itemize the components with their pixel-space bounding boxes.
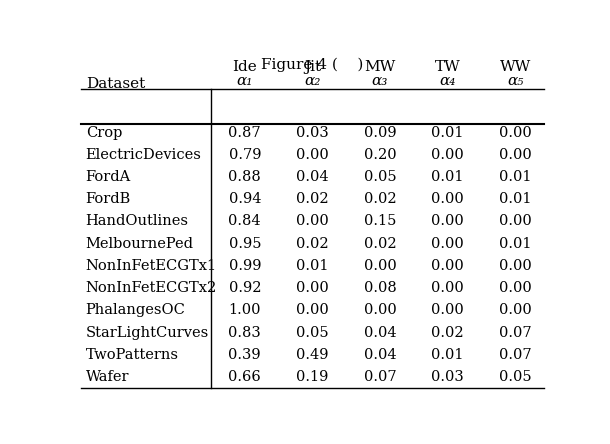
- Text: StarLightCurves: StarLightCurves: [85, 325, 209, 340]
- Text: 0.94: 0.94: [229, 192, 261, 206]
- Text: 0.00: 0.00: [499, 148, 531, 162]
- Text: 0.00: 0.00: [296, 281, 329, 295]
- Text: Dataset: Dataset: [85, 77, 145, 91]
- Text: 0.05: 0.05: [364, 170, 396, 184]
- Text: 0.00: 0.00: [364, 303, 396, 317]
- Text: 0.07: 0.07: [364, 370, 396, 384]
- Text: 0.20: 0.20: [364, 148, 396, 162]
- Text: 0.01: 0.01: [431, 126, 464, 139]
- Text: 0.49: 0.49: [296, 348, 329, 362]
- Text: 0.01: 0.01: [431, 170, 464, 184]
- Text: TwoPatterns: TwoPatterns: [85, 348, 179, 362]
- Text: 0.02: 0.02: [431, 325, 464, 340]
- Text: 0.08: 0.08: [364, 281, 396, 295]
- Text: 0.00: 0.00: [431, 281, 464, 295]
- Text: 0.19: 0.19: [296, 370, 329, 384]
- Text: 0.00: 0.00: [431, 237, 464, 251]
- Text: 0.04: 0.04: [364, 348, 396, 362]
- Text: Jit: Jit: [304, 60, 321, 74]
- Text: FordA: FordA: [85, 170, 131, 184]
- Text: Wafer: Wafer: [85, 370, 129, 384]
- Text: 0.00: 0.00: [499, 214, 531, 229]
- Text: 0.84: 0.84: [229, 214, 261, 229]
- Text: 0.03: 0.03: [431, 370, 464, 384]
- Text: NonInFetECGTx2: NonInFetECGTx2: [85, 281, 217, 295]
- Text: 1.00: 1.00: [229, 303, 261, 317]
- Text: 0.79: 0.79: [229, 148, 261, 162]
- Text: 0.02: 0.02: [364, 192, 396, 206]
- Text: α₁: α₁: [237, 74, 253, 88]
- Text: 0.00: 0.00: [431, 214, 464, 229]
- Text: α₂: α₂: [304, 74, 321, 88]
- Text: α₄: α₄: [439, 74, 456, 88]
- Text: 0.07: 0.07: [499, 325, 531, 340]
- Text: 0.00: 0.00: [499, 259, 531, 273]
- Text: 0.00: 0.00: [431, 148, 464, 162]
- Text: 0.02: 0.02: [364, 237, 396, 251]
- Text: MelbournePed: MelbournePed: [85, 237, 194, 251]
- Text: 0.04: 0.04: [364, 325, 396, 340]
- Text: PhalangesOC: PhalangesOC: [85, 303, 185, 317]
- Text: 0.00: 0.00: [431, 192, 464, 206]
- Text: 0.01: 0.01: [499, 237, 531, 251]
- Text: 0.01: 0.01: [499, 192, 531, 206]
- Text: 0.04: 0.04: [296, 170, 329, 184]
- Text: 0.03: 0.03: [296, 126, 329, 139]
- Text: FordB: FordB: [85, 192, 131, 206]
- Text: 0.02: 0.02: [296, 192, 329, 206]
- Text: 0.92: 0.92: [229, 281, 261, 295]
- Text: MW: MW: [364, 60, 396, 74]
- Text: 0.09: 0.09: [364, 126, 396, 139]
- Text: Figure 4 (    ): Figure 4 ( ): [262, 57, 364, 72]
- Text: 0.66: 0.66: [228, 370, 261, 384]
- Text: 0.00: 0.00: [296, 214, 329, 229]
- Text: 0.00: 0.00: [431, 259, 464, 273]
- Text: 0.99: 0.99: [229, 259, 261, 273]
- Text: 0.00: 0.00: [296, 148, 329, 162]
- Text: 0.00: 0.00: [499, 281, 531, 295]
- Text: NonInFetECGTx1: NonInFetECGTx1: [85, 259, 217, 273]
- Text: 0.95: 0.95: [229, 237, 261, 251]
- Text: 0.01: 0.01: [296, 259, 329, 273]
- Text: α₅: α₅: [507, 74, 523, 88]
- Text: 0.00: 0.00: [499, 303, 531, 317]
- Text: 0.05: 0.05: [499, 370, 531, 384]
- Text: 0.88: 0.88: [228, 170, 261, 184]
- Text: TW: TW: [435, 60, 461, 74]
- Text: Crop: Crop: [85, 126, 122, 139]
- Text: 0.00: 0.00: [296, 303, 329, 317]
- Text: 0.15: 0.15: [364, 214, 396, 229]
- Text: WW: WW: [500, 60, 531, 74]
- Text: 0.39: 0.39: [229, 348, 261, 362]
- Text: 0.05: 0.05: [296, 325, 329, 340]
- Text: 0.02: 0.02: [296, 237, 329, 251]
- Text: 0.07: 0.07: [499, 348, 531, 362]
- Text: HandOutlines: HandOutlines: [85, 214, 188, 229]
- Text: 0.83: 0.83: [228, 325, 261, 340]
- Text: 0.01: 0.01: [499, 170, 531, 184]
- Text: Ide: Ide: [232, 60, 257, 74]
- Text: 0.00: 0.00: [364, 259, 396, 273]
- Text: ElectricDevices: ElectricDevices: [85, 148, 201, 162]
- Text: 0.01: 0.01: [431, 348, 464, 362]
- Text: 0.00: 0.00: [499, 126, 531, 139]
- Text: 0.87: 0.87: [229, 126, 261, 139]
- Text: α₃: α₃: [372, 74, 388, 88]
- Text: 0.00: 0.00: [431, 303, 464, 317]
